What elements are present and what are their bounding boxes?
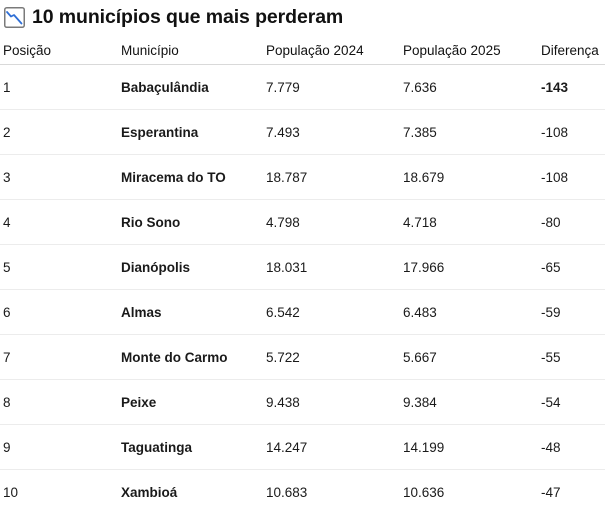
- cell-municipio: Peixe: [118, 380, 263, 425]
- table-row: 3 Miracema do TO 18.787 18.679 -108: [0, 155, 605, 200]
- cell-municipio: Dianópolis: [118, 245, 263, 290]
- table-row: 6 Almas 6.542 6.483 -59: [0, 290, 605, 335]
- cell-municipio: Monte do Carmo: [118, 335, 263, 380]
- table-row: 4 Rio Sono 4.798 4.718 -80: [0, 200, 605, 245]
- cell-municipio: Esperantina: [118, 110, 263, 155]
- cell-diferenca: -108: [538, 155, 605, 200]
- cell-posicao: 4: [0, 200, 118, 245]
- data-table: Posição Município População 2024 Populaç…: [0, 36, 605, 514]
- section-header: 10 municípios que mais perderam: [4, 5, 343, 29]
- cell-posicao: 3: [0, 155, 118, 200]
- cell-posicao: 5: [0, 245, 118, 290]
- cell-pop2025: 6.483: [400, 290, 538, 335]
- table-row: 10 Xambioá 10.683 10.636 -47: [0, 470, 605, 514]
- cell-pop2025: 5.667: [400, 335, 538, 380]
- cell-pop2024: 18.787: [263, 155, 400, 200]
- cell-diferenca: -59: [538, 290, 605, 335]
- column-header-diferenca: Diferença: [538, 36, 605, 65]
- cell-posicao: 10: [0, 470, 118, 514]
- cell-pop2024: 18.031: [263, 245, 400, 290]
- table-row: 5 Dianópolis 18.031 17.966 -65: [0, 245, 605, 290]
- cell-municipio: Almas: [118, 290, 263, 335]
- cell-posicao: 6: [0, 290, 118, 335]
- cell-posicao: 2: [0, 110, 118, 155]
- cell-pop2025: 9.384: [400, 380, 538, 425]
- cell-pop2024: 9.438: [263, 380, 400, 425]
- cell-posicao: 7: [0, 335, 118, 380]
- cell-pop2025: 7.385: [400, 110, 538, 155]
- column-header-pop2025: População 2025: [400, 36, 538, 65]
- column-header-posicao: Posição: [0, 36, 118, 65]
- cell-pop2024: 10.683: [263, 470, 400, 514]
- table-row: 1 Babaçulândia 7.779 7.636 -143: [0, 65, 605, 110]
- cell-diferenca: -108: [538, 110, 605, 155]
- table-row: 2 Esperantina 7.493 7.385 -108: [0, 110, 605, 155]
- cell-pop2025: 14.199: [400, 425, 538, 470]
- cell-pop2025: 10.636: [400, 470, 538, 514]
- chart-decreasing-icon: [4, 7, 25, 28]
- cell-pop2024: 4.798: [263, 200, 400, 245]
- cell-diferenca: -80: [538, 200, 605, 245]
- cell-municipio: Rio Sono: [118, 200, 263, 245]
- cell-municipio: Taguatinga: [118, 425, 263, 470]
- cell-diferenca: -55: [538, 335, 605, 380]
- cell-diferenca: -47: [538, 470, 605, 514]
- cell-pop2024: 6.542: [263, 290, 400, 335]
- cell-posicao: 9: [0, 425, 118, 470]
- cell-diferenca: -143: [538, 65, 605, 110]
- table-row: 8 Peixe 9.438 9.384 -54: [0, 380, 605, 425]
- cell-municipio: Xambioá: [118, 470, 263, 514]
- cell-diferenca: -54: [538, 380, 605, 425]
- column-header-municipio: Município: [118, 36, 263, 65]
- table-row: 7 Monte do Carmo 5.722 5.667 -55: [0, 335, 605, 380]
- cell-municipio: Miracema do TO: [118, 155, 263, 200]
- cell-pop2025: 18.679: [400, 155, 538, 200]
- cell-pop2025: 7.636: [400, 65, 538, 110]
- cell-municipio: Babaçulândia: [118, 65, 263, 110]
- cell-diferenca: -48: [538, 425, 605, 470]
- section-title: 10 municípios que mais perderam: [32, 6, 343, 29]
- cell-posicao: 8: [0, 380, 118, 425]
- cell-pop2025: 17.966: [400, 245, 538, 290]
- cell-pop2024: 7.493: [263, 110, 400, 155]
- cell-posicao: 1: [0, 65, 118, 110]
- table-header-row: Posição Município População 2024 Populaç…: [0, 36, 605, 65]
- table-row: 9 Taguatinga 14.247 14.199 -48: [0, 425, 605, 470]
- cell-pop2024: 7.779: [263, 65, 400, 110]
- cell-pop2025: 4.718: [400, 200, 538, 245]
- column-header-pop2024: População 2024: [263, 36, 400, 65]
- cell-pop2024: 5.722: [263, 335, 400, 380]
- cell-pop2024: 14.247: [263, 425, 400, 470]
- cell-diferenca: -65: [538, 245, 605, 290]
